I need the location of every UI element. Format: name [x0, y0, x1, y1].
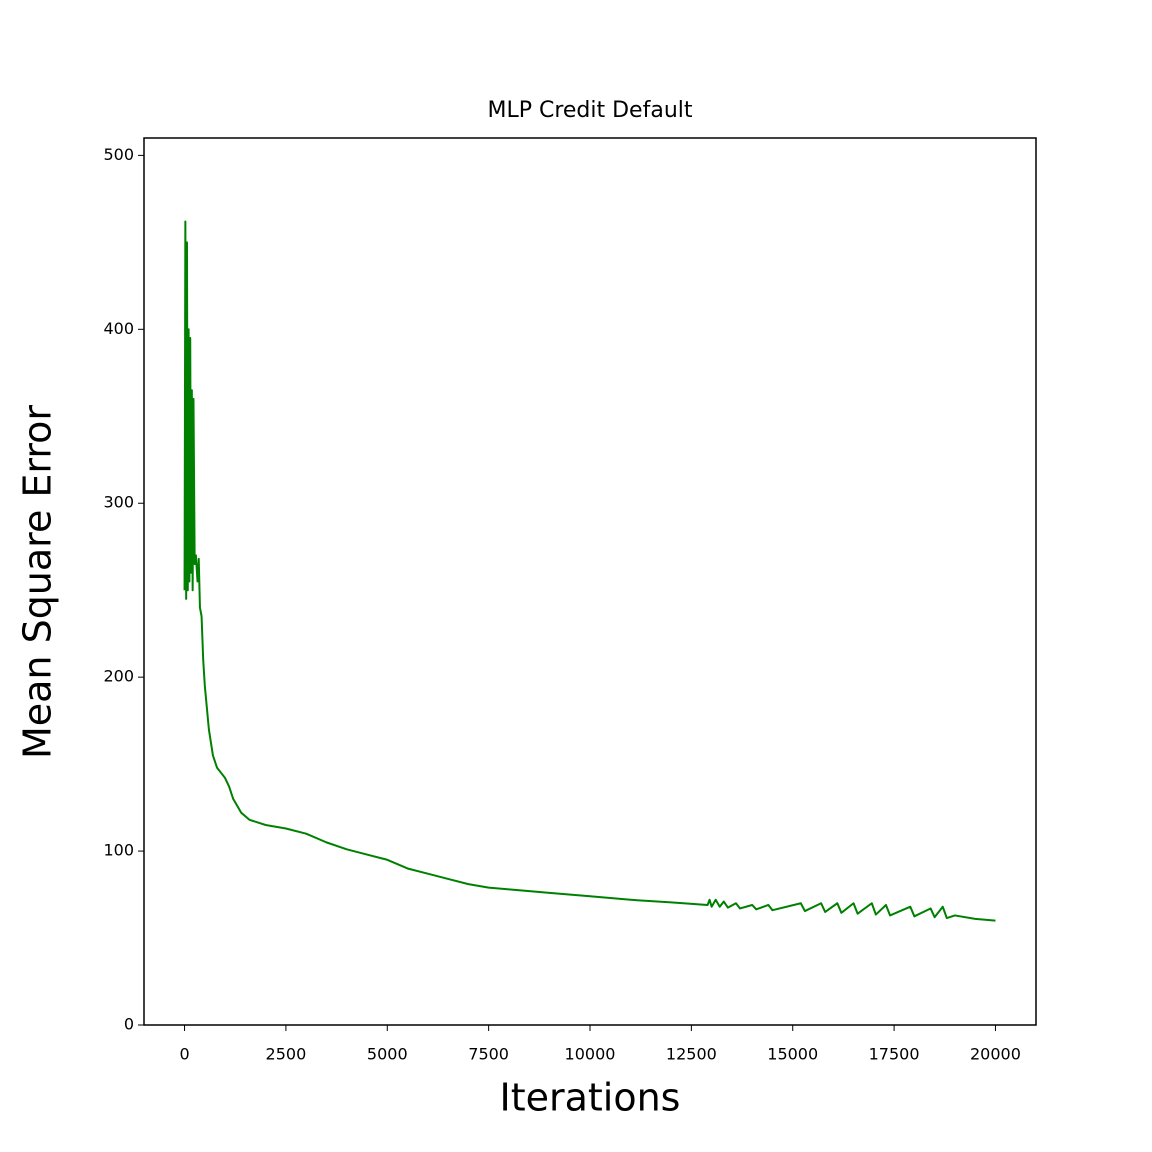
x-axis-label: Iterations [500, 1076, 681, 1120]
y-tick-label: 500 [103, 145, 134, 164]
x-tick-label: 2500 [266, 1045, 307, 1064]
y-tick-label: 0 [124, 1015, 134, 1034]
data-line [183, 220, 996, 922]
y-tick-label: 300 [103, 493, 134, 512]
y-axis-label: Mean Square Error [16, 405, 60, 759]
chart-title: MLP Credit Default [487, 98, 692, 123]
x-tick-label: 0 [179, 1045, 189, 1064]
x-tick-label: 17500 [869, 1045, 920, 1064]
x-tick-label: 20000 [970, 1045, 1021, 1064]
x-tick-label: 12500 [666, 1045, 717, 1064]
x-tick-label: 7500 [468, 1045, 509, 1064]
plot-frame [143, 137, 1037, 1026]
y-tick-label: 200 [103, 667, 134, 686]
y-tick-label: 100 [103, 841, 134, 860]
y-tick-label: 400 [103, 319, 134, 338]
x-tick-label: 5000 [367, 1045, 408, 1064]
x-tick-label: 10000 [565, 1045, 616, 1064]
x-tick-label: 15000 [767, 1045, 818, 1064]
